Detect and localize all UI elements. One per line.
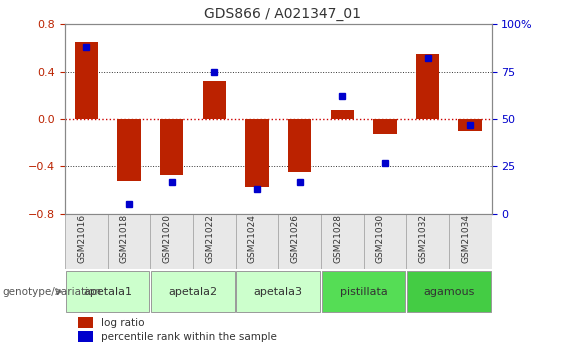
Text: apetala2: apetala2	[168, 287, 218, 296]
Bar	[75, 42, 98, 119]
Bar	[331, 109, 354, 119]
Text: percentile rank within the sample: percentile rank within the sample	[101, 332, 277, 342]
Text: GSM21032: GSM21032	[419, 214, 428, 263]
Text: GSM21028: GSM21028	[333, 214, 342, 263]
FancyBboxPatch shape	[65, 214, 107, 269]
Bar	[288, 119, 311, 172]
Text: genotype/variation: genotype/variation	[3, 287, 102, 296]
Text: GSM21034: GSM21034	[461, 214, 470, 263]
Bar	[202, 81, 226, 119]
FancyBboxPatch shape	[322, 271, 405, 312]
Bar	[160, 119, 184, 175]
FancyBboxPatch shape	[107, 214, 150, 269]
FancyBboxPatch shape	[449, 214, 492, 269]
Text: apetala1: apetala1	[83, 287, 132, 296]
Bar	[458, 119, 482, 131]
FancyBboxPatch shape	[66, 271, 149, 312]
Text: GSM21030: GSM21030	[376, 214, 385, 263]
Bar	[78, 317, 93, 328]
FancyBboxPatch shape	[151, 271, 234, 312]
Text: apetala3: apetala3	[254, 287, 303, 296]
Text: GSM21022: GSM21022	[205, 214, 214, 263]
Text: GSM21018: GSM21018	[120, 214, 129, 263]
FancyBboxPatch shape	[193, 214, 236, 269]
FancyBboxPatch shape	[407, 271, 490, 312]
Text: log ratio: log ratio	[101, 318, 145, 328]
FancyBboxPatch shape	[236, 214, 279, 269]
FancyBboxPatch shape	[364, 214, 406, 269]
Text: GSM21016: GSM21016	[77, 214, 86, 263]
FancyBboxPatch shape	[279, 214, 321, 269]
FancyBboxPatch shape	[150, 214, 193, 269]
Bar	[245, 119, 269, 187]
Bar	[416, 54, 440, 119]
Text: GDS866 / A021347_01: GDS866 / A021347_01	[204, 7, 361, 21]
Text: GSM21020: GSM21020	[163, 214, 172, 263]
FancyBboxPatch shape	[321, 214, 364, 269]
Bar	[78, 331, 93, 342]
Text: GSM21024: GSM21024	[248, 214, 257, 263]
Bar	[117, 119, 141, 181]
Text: pistillata: pistillata	[340, 287, 388, 296]
Bar	[373, 119, 397, 135]
FancyBboxPatch shape	[237, 271, 320, 312]
FancyBboxPatch shape	[406, 214, 449, 269]
Text: GSM21026: GSM21026	[290, 214, 299, 263]
Text: agamous: agamous	[423, 287, 475, 296]
